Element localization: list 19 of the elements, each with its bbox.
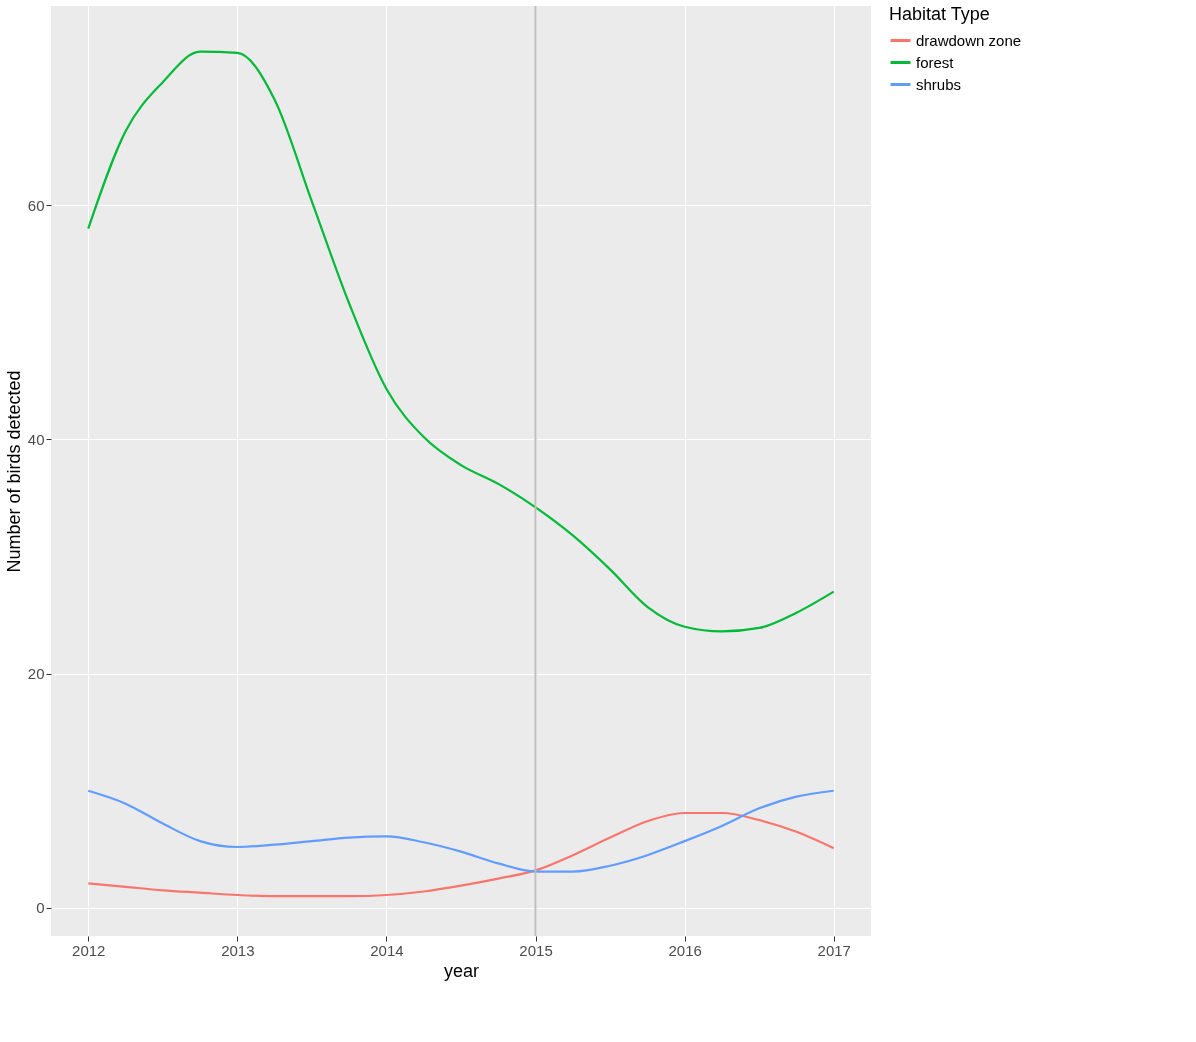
x-tick-label: 2012 xyxy=(72,941,106,959)
legend-label: drawdown zone xyxy=(916,31,1022,49)
x-tick-label: 2015 xyxy=(519,941,553,959)
y-tick-label: 0 xyxy=(36,899,45,917)
line-series xyxy=(87,811,835,898)
legend-label: forest xyxy=(916,53,955,71)
legend-title: Habitat Type xyxy=(889,4,990,24)
x-tick-label: 2017 xyxy=(817,941,851,959)
x-axis-title: year xyxy=(443,960,480,981)
line-series xyxy=(87,789,835,873)
y-tick-label: 40 xyxy=(27,430,45,448)
line-series xyxy=(87,50,835,633)
legend-label: shrubs xyxy=(916,75,962,93)
y-tick-label: 60 xyxy=(27,196,45,214)
y-tick-label: 20 xyxy=(27,665,45,683)
x-tick-label: 2016 xyxy=(668,941,702,959)
y-axis-title: Number of birds detected xyxy=(3,370,24,573)
x-tick-label: 2014 xyxy=(370,941,404,959)
x-tick-label: 2013 xyxy=(221,941,255,959)
